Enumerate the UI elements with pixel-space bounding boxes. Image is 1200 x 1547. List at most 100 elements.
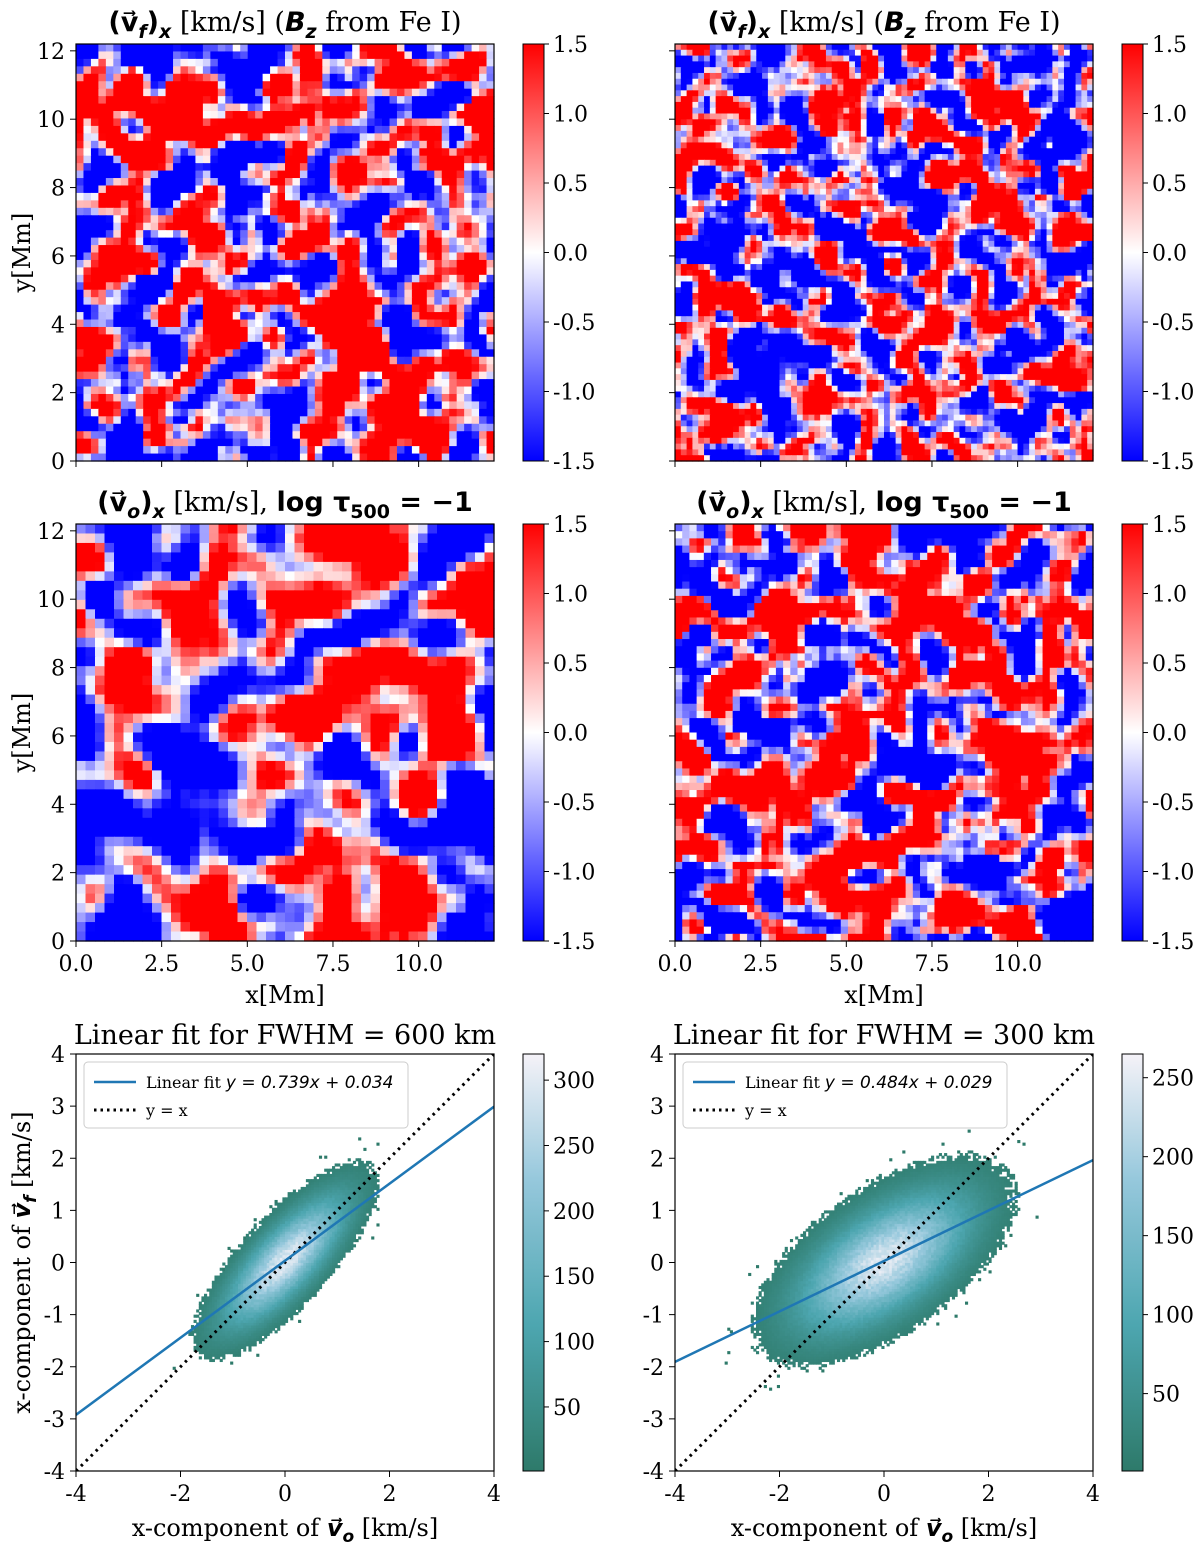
colorbar-tick-label: 0.5 [1152,172,1187,197]
colorbar-tick-label: 0.0 [1152,722,1187,747]
label-sub: o [941,1527,953,1547]
label-sub: o [342,1527,354,1547]
label-part: [km/s] [953,1514,1037,1542]
chart-title: (v⃗f)x [km/s] (Bz from Fe I) [707,7,1060,43]
x-axis-label: x-component of v⃗o [km/s] [132,1514,438,1547]
colorbar-tick-label: -1.0 [1152,861,1194,886]
colorbar: -1.5-1.0-0.50.00.51.01.5 [1122,33,1194,475]
y-tick-label: -1 [643,1304,664,1329]
x-tick-label: -4 [664,1482,685,1507]
x-tick-label: 7.5 [315,952,350,977]
y-tick-label: 1 [51,1199,65,1224]
label-part: x-component of [8,1219,36,1414]
colorbar-gradient [523,524,544,941]
colorbar-tick-label: 1.5 [1152,513,1187,538]
colorbar-tick-label: -0.5 [1152,791,1194,816]
colorbar-tick-label: -1.5 [1152,450,1194,475]
colorbar-tick-label: 0.0 [553,242,588,267]
title-part: (v⃗ [696,487,726,518]
colorbar-tick-label: -1.0 [553,381,595,406]
y-tick-label: 10 [37,108,65,133]
legend-text: Linear fit [745,1073,820,1092]
title-part: [km/s] ( [171,7,285,38]
title-sub: o [127,501,140,523]
histogram-bins [173,1137,380,1369]
y-tick-label: -3 [44,1408,65,1433]
legend-equation: y = 0.484x + 0.029 [824,1073,993,1093]
y-tick-label: 4 [51,793,65,818]
colorbar-tick-label: 1.5 [553,513,588,538]
x-tick-label: 4 [487,1482,501,1507]
x-tick-label: 5.0 [829,952,864,977]
title-part: (v⃗ [707,7,737,38]
colorbar-tick-label: 150 [1152,1225,1194,1250]
x-tick-label: 4 [1086,1482,1100,1507]
y-tick-label: 0 [51,1252,65,1277]
colorbar-gradient [523,44,544,461]
label-part: v⃗ [327,1514,344,1542]
y-tick-label: 0 [51,450,65,475]
colorbar-tick-label: 1.0 [1152,583,1187,608]
x-axis-label: x-component of v⃗o [km/s] [731,1514,1037,1547]
y-tick-label: -3 [643,1408,664,1433]
colorbar-tick-label: 150 [553,1265,595,1290]
y-tick-label: 3 [51,1095,65,1120]
y-tick-label: 8 [51,657,65,682]
y-tick-label: -4 [44,1460,65,1485]
colorbar-tick-label: 1.0 [553,103,588,128]
colorbar-tick-label: 0.0 [553,722,588,747]
label-part: v⃗ [926,1514,943,1542]
y-tick-label: 0 [650,1252,664,1277]
x-tick-label: 0 [877,1482,891,1507]
x-tick-label: 2.5 [743,952,778,977]
title-sub: 500 [949,501,989,523]
y-tick-label: 1 [650,1199,664,1224]
title-part: ) [746,7,758,38]
colorbar-tick-label: 250 [1152,1067,1194,1092]
title-part: log τ [876,487,950,518]
colorbar-tick-label: 200 [553,1200,595,1225]
legend-box [683,1062,1007,1128]
colorbar-tick-label: 100 [1152,1304,1194,1329]
chart-title: Linear fit for FWHM = 600 km [74,1020,496,1051]
x-tick-label: -4 [65,1482,86,1507]
legend-identity-label: y = x [145,1101,188,1120]
heatmap-cells [675,44,1094,462]
title-sub: z [904,21,917,43]
title-part: = −1 [989,487,1072,518]
title-sub: x [751,501,765,523]
x-tick-label: 0.0 [59,952,94,977]
y-tick-label: 4 [51,1043,65,1068]
y-tick-label: -2 [643,1356,664,1381]
y-tick-label: -2 [44,1356,65,1381]
chart-title: Linear fit for FWHM = 300 km [673,1020,1095,1051]
colorbar-tick-label: 300 [553,1069,595,1094]
title-part: (v⃗ [108,7,138,38]
legend-fit-label: Linear fit y = 0.739x + 0.034 [146,1073,393,1093]
legend-text: Linear fit [146,1073,221,1092]
chart-title: (v⃗o)x [km/s], log τ500 = −1 [696,487,1072,523]
colorbar: -1.5-1.0-0.50.00.51.01.5 [523,513,595,955]
figure: 024681012y[Mm](v⃗f)x [km/s] (Bz from Fe … [0,0,1200,1547]
y-tick-label: 10 [37,588,65,613]
y-tick-label: 8 [51,177,65,202]
colorbar: -1.5-1.0-0.50.00.51.01.5 [1122,513,1194,955]
x-tick-label: 0 [278,1482,292,1507]
legend: Linear fit y = 0.739x + 0.034 y = x [84,1062,408,1128]
y-tick-label: 2 [51,862,65,887]
histogram-bins [725,1130,1039,1391]
heatmap-cells [675,524,1094,942]
colorbar-tick-label: 0.0 [1152,242,1187,267]
colorbar-tick-label: 0.5 [553,172,588,197]
colorbar-gradient [1122,44,1143,461]
y-axis-label: x-component of v⃗f [km/s] [8,1111,41,1413]
colorbar-tick-label: 1.0 [1152,103,1187,128]
title-part: (v⃗ [97,487,127,518]
y-tick-label: 2 [51,382,65,407]
label-part: v⃗ [8,1202,36,1219]
